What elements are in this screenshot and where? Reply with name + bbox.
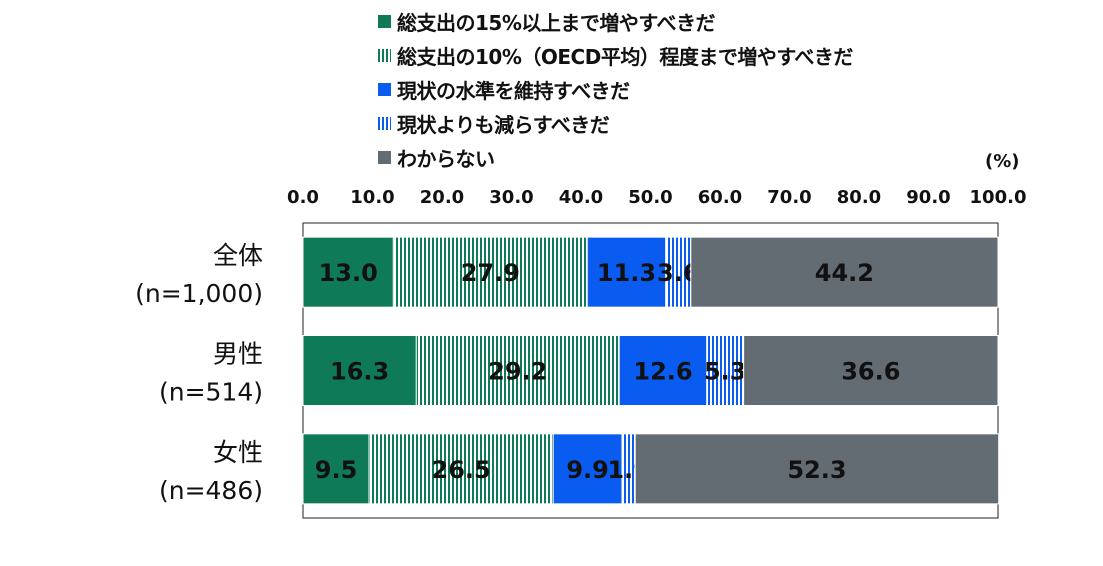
legend-label: 総支出の10%（OECD平均）程度まで増やすべきだ	[397, 44, 853, 69]
bar-segment	[706, 335, 745, 406]
data-label: 44.2	[815, 259, 874, 287]
legend-swatch	[378, 150, 391, 164]
data-label: 26.5	[432, 456, 491, 484]
category-n-label: (n=486)	[159, 476, 263, 505]
unit-label: (%)	[985, 151, 1020, 172]
x-tick-label: 20.0	[420, 187, 464, 208]
data-label: 9.9	[566, 456, 609, 484]
legend-swatch	[378, 82, 391, 96]
x-tick-label: 40.0	[559, 187, 603, 208]
bar-segment	[368, 433, 554, 505]
category-label: 全体	[213, 241, 263, 270]
legend-label: わからない	[397, 146, 495, 171]
bar-segment	[302, 433, 370, 505]
data-label: 13.0	[319, 259, 378, 287]
category-n-label: (n=514)	[159, 378, 263, 407]
bar-segment	[415, 335, 620, 406]
category-label: 女性	[213, 438, 263, 467]
data-label: 29.2	[488, 358, 547, 386]
legend-item: 現状よりも減らすべきだ	[378, 106, 853, 140]
legend-label: 現状よりも減らすべきだ	[397, 112, 610, 137]
x-tick-label: 60.0	[698, 187, 742, 208]
bar-segment	[302, 236, 394, 308]
legend-item: 現状の水準を維持すべきだ	[378, 72, 853, 106]
bar-segment	[302, 335, 417, 406]
category-label: 男性	[213, 340, 263, 369]
category-n-label: (n=1,000)	[135, 279, 263, 308]
data-label: 36.6	[841, 358, 900, 386]
legend-item: 総支出の15%以上まで増やすべきだ	[378, 4, 853, 38]
x-tick-label: 70.0	[767, 187, 811, 208]
data-label: 16.3	[330, 358, 389, 386]
legend-swatch	[378, 116, 391, 130]
legend-label: 総支出の15%以上まで増やすべきだ	[397, 10, 715, 35]
legend-item: 総支出の10%（OECD平均）程度まで増やすべきだ	[378, 38, 853, 72]
legend-item: わからない	[378, 140, 853, 174]
data-label: 11.3	[597, 259, 656, 287]
data-label: 12.6	[633, 358, 692, 386]
data-label: 52.3	[787, 456, 846, 484]
x-tick-label: 0.0	[287, 187, 319, 208]
bar-segment	[552, 433, 623, 505]
data-label: 5.3	[704, 358, 747, 386]
bar-segment	[618, 335, 708, 406]
chart-legend: 総支出の15%以上まで増やすべきだ 総支出の10%（OECD平均）程度まで増やす…	[378, 4, 853, 174]
x-tick-label: 80.0	[837, 187, 881, 208]
legend-swatch	[378, 48, 391, 62]
x-tick-label: 50.0	[628, 187, 672, 208]
bar-segment	[586, 236, 667, 308]
x-tick-label: 10.0	[350, 187, 394, 208]
bar-segment	[392, 236, 588, 308]
bar-segment	[690, 236, 999, 308]
x-tick-label: 100.0	[970, 187, 1027, 208]
bar-segment	[743, 335, 999, 406]
bar-segment	[634, 433, 1000, 505]
data-label: 27.9	[461, 259, 520, 287]
data-label: 9.5	[315, 456, 358, 484]
x-tick-label: 30.0	[489, 187, 533, 208]
legend-swatch	[378, 14, 391, 28]
x-tick-label: 90.0	[906, 187, 950, 208]
legend-label: 現状の水準を維持すべきだ	[397, 78, 630, 103]
